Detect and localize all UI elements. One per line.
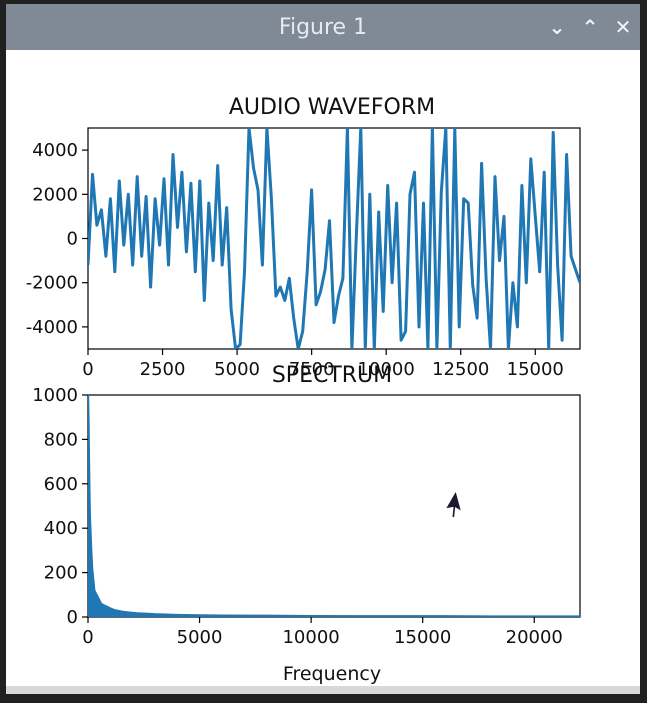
waveform-y-tick-label: 0 xyxy=(67,229,78,250)
waveform-y-tick-label: 4000 xyxy=(32,140,78,161)
waveform-axes: AUDIO WAVEFORM 0 2500 5000 7500 10000 12500 15… xyxy=(26,95,581,380)
title-bar[interactable]: Figure 1 ⌄ ⌃ ✕ xyxy=(6,4,640,50)
spectrum-y-tick-label: 800 xyxy=(44,429,78,450)
spectrum-x-label: Frequency xyxy=(283,663,381,685)
waveform-x-tick-label: 15000 xyxy=(507,359,564,380)
waveform-x-tick-label: 0 xyxy=(82,359,93,380)
waveform-y-tick-label: -4000 xyxy=(26,317,78,338)
waveform-x-tick-label: 10000 xyxy=(358,359,415,380)
spectrum-y-tick-label: 600 xyxy=(44,474,78,495)
waveform-series-line xyxy=(88,128,580,349)
spectrum-x-ticks: 0 5000 10000 15000 20000 xyxy=(82,617,563,648)
spectrum-y-tick-label: 200 xyxy=(44,563,78,584)
waveform-y-tick-label: -2000 xyxy=(26,273,78,294)
window-bottom-border xyxy=(6,686,640,694)
close-button[interactable]: ✕ xyxy=(614,15,632,39)
spectrum-series-area xyxy=(88,395,580,617)
spectrum-x-tick-label: 15000 xyxy=(394,627,451,648)
waveform-x-tick-label: 2500 xyxy=(140,359,186,380)
waveform-x-tick-label: 5000 xyxy=(214,359,260,380)
spectrum-x-tick-label: 20000 xyxy=(506,627,563,648)
spectrum-y-tick-label: 1000 xyxy=(32,385,78,406)
figure-svg: AUDIO WAVEFORM 0 2500 5000 7500 10000 12500 15… xyxy=(26,95,581,685)
spectrum-plot-frame xyxy=(87,394,581,618)
spectrum-y-tick-label: 0 xyxy=(67,607,78,628)
spectrum-x-tick-label: 10000 xyxy=(282,627,339,648)
mouse-pointer-icon xyxy=(443,488,464,520)
waveform-x-tick-label: 12500 xyxy=(432,359,489,380)
spectrum-y-tick-label: 400 xyxy=(44,518,78,539)
waveform-x-tick-label: 7500 xyxy=(289,359,335,380)
spectrum-x-tick-label: 5000 xyxy=(177,627,223,648)
figure-canvas[interactable]: AUDIO WAVEFORM 0 2500 5000 7500 10000 12500 15… xyxy=(6,50,640,686)
spectrum-y-ticks: 1000 800 600 400 200 0 xyxy=(32,385,88,628)
spectrum-title: SPECTRUM xyxy=(272,363,392,388)
waveform-y-tick-label: 2000 xyxy=(32,184,78,205)
spectrum-x-tick-label: 0 xyxy=(82,627,93,648)
waveform-y-ticks: 4000 2000 0 -2000 -4000 xyxy=(26,140,88,338)
waveform-title: AUDIO WAVEFORM xyxy=(229,95,435,120)
spectrum-axes: 0 5000 10000 15000 20000 1000 800 600 400 200 0 F… xyxy=(32,363,581,685)
maximize-button[interactable]: ⌃ xyxy=(581,15,599,39)
minimize-button[interactable]: ⌄ xyxy=(548,15,566,39)
waveform-x-ticks: 0 2500 5000 7500 10000 12500 15000 xyxy=(82,349,564,380)
window-title: Figure 1 xyxy=(278,14,368,40)
